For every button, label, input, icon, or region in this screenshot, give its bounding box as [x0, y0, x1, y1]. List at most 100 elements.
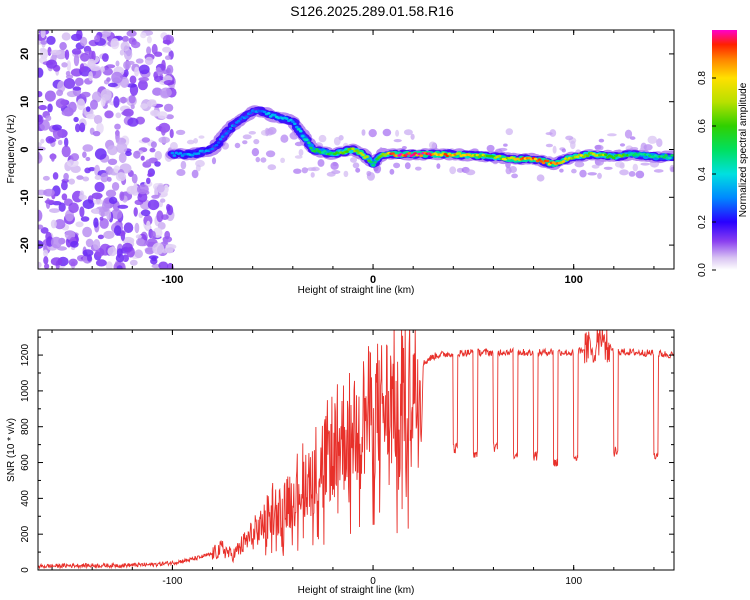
- noise-blob: [105, 189, 117, 198]
- noise-blob: [195, 164, 201, 172]
- noise-blob: [38, 209, 43, 222]
- noise-blob: [45, 115, 52, 122]
- noise-blob: [333, 136, 341, 146]
- ridge-cell: [244, 115, 249, 118]
- noise-blob: [83, 45, 92, 54]
- noise-blob: [138, 77, 150, 82]
- noise-blob: [121, 35, 129, 43]
- noise-blob: [87, 254, 92, 262]
- noise-blob: [186, 139, 195, 145]
- ridge-cell: [581, 155, 586, 159]
- ridge-cell: [299, 129, 303, 133]
- noise-blob: [107, 246, 117, 257]
- noise-blob: [64, 49, 70, 60]
- noise-blob: [368, 129, 377, 138]
- noise-blob: [40, 40, 48, 45]
- noise-blob: [115, 112, 122, 119]
- ridge-cell: [391, 152, 395, 155]
- noise-blob: [131, 173, 138, 184]
- noise-blob: [121, 110, 131, 116]
- noise-blob: [545, 143, 554, 148]
- colorbar-tick-label: 0.6: [697, 119, 708, 133]
- noise-blob: [38, 67, 44, 78]
- noise-blob: [147, 172, 153, 177]
- noise-blob: [591, 164, 600, 169]
- noise-blob: [503, 143, 508, 147]
- noise-blob: [318, 134, 327, 143]
- noise-blob: [94, 181, 105, 193]
- chart-title: S126.2025.289.01.58.R16: [290, 3, 454, 19]
- noise-blob: [403, 129, 413, 136]
- ridge-cell: [170, 151, 175, 155]
- noise-blob: [99, 216, 104, 221]
- ridge-cell: [266, 112, 271, 115]
- noise-blob: [152, 87, 163, 96]
- ridge-cell: [305, 138, 309, 141]
- y-tick-label: -10: [19, 189, 31, 205]
- ridge-cell: [232, 124, 237, 127]
- noise-blob: [79, 63, 85, 73]
- noise-blob: [352, 162, 360, 169]
- noise-blob: [248, 131, 256, 135]
- ridge-cell: [545, 159, 550, 163]
- noise-blob: [162, 39, 172, 45]
- noise-blob: [140, 155, 145, 161]
- noise-blob: [151, 231, 156, 239]
- noise-blob: [50, 49, 62, 56]
- noise-blob: [137, 184, 149, 195]
- ridge-cell: [355, 149, 359, 152]
- noise-blob: [66, 60, 72, 72]
- noise-blob: [343, 170, 349, 178]
- noise-blob: [82, 226, 92, 238]
- noise-blob: [65, 70, 71, 77]
- noise-blob: [61, 180, 68, 191]
- noise-blob: [587, 172, 597, 176]
- ridge-cell: [537, 158, 542, 161]
- noise-blob: [133, 150, 141, 159]
- noise-blob: [126, 30, 137, 37]
- noise-blob: [151, 43, 158, 55]
- noise-blob: [79, 122, 86, 133]
- ridge-cell: [226, 129, 231, 133]
- noise-blob: [486, 144, 495, 152]
- noise-blob: [49, 208, 60, 214]
- noise-blob: [166, 203, 171, 212]
- noise-blob: [106, 77, 111, 82]
- noise-blob: [594, 144, 602, 150]
- noise-blob: [68, 202, 79, 214]
- noise-blob: [169, 128, 174, 139]
- noise-blob: [72, 86, 82, 91]
- noise-blob: [87, 58, 96, 69]
- noise-blob: [135, 234, 142, 239]
- y-tick-label: -20: [19, 237, 31, 253]
- noise-blob: [293, 168, 302, 174]
- noise-blob: [415, 166, 422, 171]
- noise-blob: [355, 167, 361, 173]
- noise-blob: [82, 176, 90, 182]
- noise-blob: [607, 133, 617, 137]
- noise-blob: [164, 55, 171, 60]
- noise-blob: [160, 198, 166, 203]
- noise-blob: [561, 148, 566, 153]
- noise-blob: [265, 128, 274, 136]
- noise-blob: [100, 172, 109, 183]
- noise-blob: [76, 175, 84, 180]
- noise-blob: [38, 261, 42, 269]
- ridge-cell: [289, 118, 293, 122]
- noise-blob: [93, 199, 104, 205]
- noise-blob: [85, 106, 91, 112]
- noise-blob: [123, 222, 134, 233]
- noise-blob: [79, 190, 85, 200]
- colorbar-tick-label: 0.4: [697, 167, 708, 181]
- noise-blob: [193, 138, 199, 144]
- noise-blob: [134, 66, 140, 77]
- noise-blob: [549, 129, 557, 137]
- noise-blob: [111, 208, 123, 220]
- noise-blob: [162, 46, 172, 53]
- ridge-cell: [497, 154, 502, 158]
- y-tick-label: 10: [19, 96, 31, 108]
- noise-blob: [52, 127, 63, 140]
- spectrogram-xlabel: Height of straight line (km): [298, 285, 415, 296]
